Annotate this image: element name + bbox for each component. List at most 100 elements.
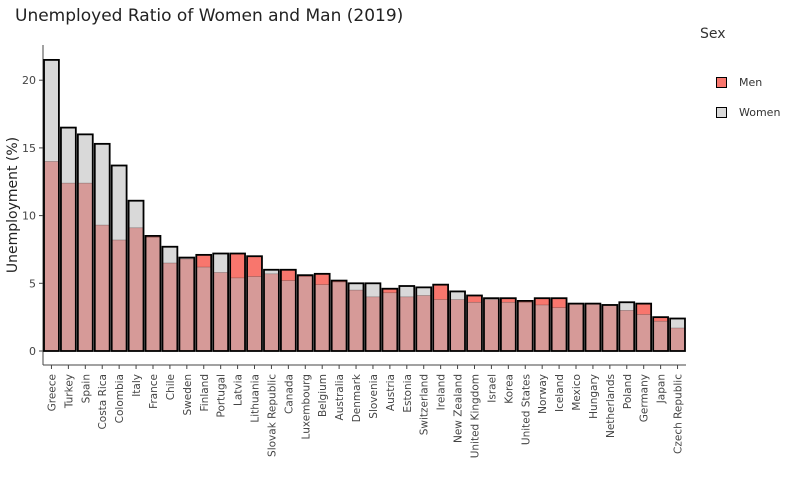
x-tick-label: Mexico xyxy=(571,374,583,411)
x-tick-label: France xyxy=(148,374,160,409)
bar-outline xyxy=(330,279,348,352)
bar-men xyxy=(213,272,229,351)
x-tick-label: United States xyxy=(520,374,532,445)
bar-men xyxy=(179,258,195,351)
y-tick-label: 0 xyxy=(29,345,36,358)
bar-men xyxy=(77,183,93,351)
bar-outline xyxy=(178,256,196,352)
legend-swatch-men xyxy=(716,76,727,88)
x-tick-label: Australia xyxy=(334,374,346,420)
legend-item-women[interactable]: Women xyxy=(700,104,795,120)
bar-outline xyxy=(43,58,60,352)
bar-women xyxy=(230,277,246,351)
x-tick-label: Norway xyxy=(537,374,549,414)
bar-outline xyxy=(212,252,230,352)
bar-outline xyxy=(466,294,483,352)
bar-women xyxy=(467,302,482,351)
legend-label-men: Men xyxy=(739,75,763,89)
bar-women xyxy=(314,284,330,351)
bar-men xyxy=(670,327,685,351)
bar-outline xyxy=(415,286,433,352)
x-tick-label: Austria xyxy=(385,374,397,411)
bar-men xyxy=(111,239,127,351)
x-tick-label: Portugal xyxy=(216,374,228,418)
bar-men xyxy=(94,225,110,351)
bar-men xyxy=(162,262,178,351)
x-tick-label: Canada xyxy=(283,374,295,414)
bar-outline xyxy=(618,301,636,352)
x-tick-label: Estonia xyxy=(402,374,414,413)
legend-label-women: Women xyxy=(739,105,781,119)
x-tick-label: Ireland xyxy=(436,374,448,410)
x-tick-label: Slovak Republic xyxy=(266,374,278,457)
x-tick-label: Italy xyxy=(131,374,143,397)
x-tick-label: Israel xyxy=(486,374,498,403)
x-tick-label: Turkey xyxy=(63,374,75,409)
bar-outline xyxy=(669,317,686,352)
y-tick-label: 20 xyxy=(22,74,36,87)
bar-outline xyxy=(313,272,331,352)
bar-men xyxy=(365,296,381,351)
legend-title: Sex xyxy=(700,26,726,42)
bar-outline xyxy=(652,316,669,352)
bar-outline xyxy=(533,297,551,352)
bar-women xyxy=(145,237,161,351)
chart-title: Unemployed Ratio of Women and Man (2019) xyxy=(15,6,404,26)
bar-women xyxy=(653,321,669,351)
x-tick-label: Germany xyxy=(639,374,651,422)
x-tick-label: Iceland xyxy=(554,374,566,412)
x-tick-label: Lithuania xyxy=(250,374,262,423)
bar-women xyxy=(551,307,567,351)
x-tick-label: Switzerland xyxy=(419,374,431,435)
bar-men xyxy=(450,299,466,351)
bar-outline xyxy=(567,302,585,352)
bar-outline xyxy=(499,297,517,352)
x-tick-label: Belgium xyxy=(317,374,329,417)
x-tick-label: New Zealand xyxy=(453,374,465,443)
legend-swatch-women xyxy=(716,106,727,118)
bar-outline xyxy=(381,287,399,352)
x-tick-label: Latvia xyxy=(233,374,245,406)
bar-men xyxy=(399,296,415,351)
x-tick-label: Poland xyxy=(622,374,634,409)
x-tick-label: Netherlands xyxy=(605,374,617,438)
bar-women xyxy=(382,292,398,351)
bar-women xyxy=(247,276,262,351)
bar-outline xyxy=(364,282,382,352)
bar-women xyxy=(568,303,584,351)
bar-outline xyxy=(60,126,77,352)
x-tick-label: Hungary xyxy=(588,374,600,419)
x-tick-label: Czech Republic xyxy=(673,374,685,454)
bar-men xyxy=(348,290,364,351)
y-tick-label: 5 xyxy=(29,277,36,290)
bar-women xyxy=(297,276,313,351)
x-tick-label: Sweden xyxy=(182,374,194,416)
bar-women xyxy=(433,299,449,351)
legend: Sex Men Women xyxy=(700,26,795,134)
bar-outline xyxy=(280,268,297,352)
x-tick-label: Chile xyxy=(165,374,177,400)
bar-men xyxy=(60,183,76,351)
x-tick-label: Finland xyxy=(199,374,211,412)
bar-outline xyxy=(76,133,94,352)
y-axis-title: Unemployment (%) xyxy=(5,137,21,273)
bar-women xyxy=(517,302,533,351)
bar-women xyxy=(280,280,296,351)
bar-women xyxy=(585,303,601,351)
x-tick-label: Japan xyxy=(656,374,668,404)
bar-outline xyxy=(246,255,263,352)
bar-women xyxy=(602,304,618,351)
bar-men xyxy=(44,161,59,351)
x-tick-label: Korea xyxy=(503,374,515,404)
bar-outline xyxy=(398,285,416,352)
x-tick-label: Costa Rica xyxy=(97,374,109,430)
bar-outline xyxy=(432,283,449,352)
x-tick-label: Greece xyxy=(46,374,58,411)
legend-item-men[interactable]: Men xyxy=(700,74,795,90)
x-tick-label: Colombia xyxy=(114,374,126,423)
bar-men xyxy=(263,273,279,351)
bar-men xyxy=(128,227,144,351)
bar-outline xyxy=(195,253,213,352)
bar-women xyxy=(196,267,212,351)
bar-men xyxy=(483,299,499,351)
